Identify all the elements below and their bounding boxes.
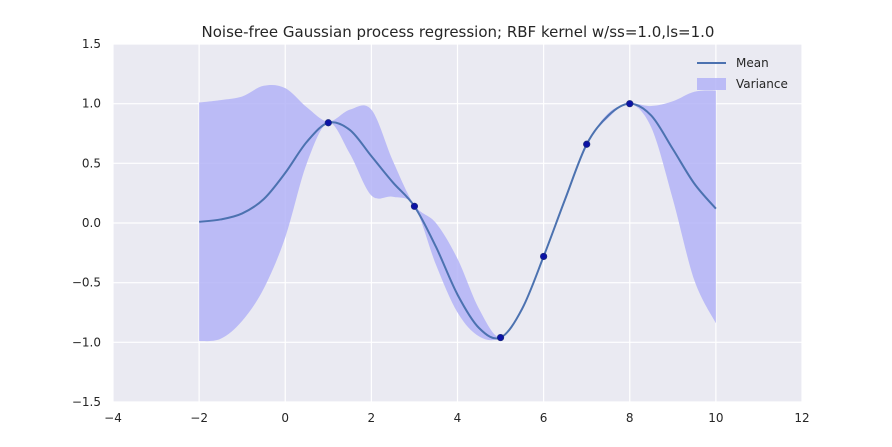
x-tick-label: 0 [281,411,289,425]
legend: Mean Variance [697,56,788,91]
x-tick-label: 8 [626,411,634,425]
y-tick-label: −1.0 [72,335,101,349]
x-tick-label: 10 [708,411,723,425]
x-tick-label: 4 [454,411,462,425]
observation-point [324,119,332,127]
x-tick-label: −4 [104,411,122,425]
observation-point [496,333,505,342]
observation-point [626,100,634,108]
x-axis-ticks: −4 −2 0 2 4 6 8 10 12 [104,411,809,425]
x-tick-label: 6 [540,411,548,425]
legend-label: Mean [736,56,769,70]
y-tick-label: −0.5 [72,276,101,290]
y-tick-label: 0.5 [82,156,101,170]
legend-variance-swatch [697,78,726,90]
observation-point [540,252,548,261]
observation-points-layer [324,100,634,342]
variance-band [199,84,716,342]
x-tick-label: 2 [368,411,376,425]
x-tick-label: 12 [794,411,809,425]
y-tick-label: 1.5 [82,37,101,51]
observation-point [410,202,419,210]
observation-point [583,140,591,148]
x-tick-label: −2 [190,411,208,425]
y-tick-label: 0.0 [82,216,101,230]
y-tick-label: −1.5 [72,395,101,409]
y-tick-label: 1.0 [82,97,101,111]
y-axis-ticks: −1.5 −1.0 −0.5 0.0 0.5 1.0 1.5 [72,37,101,409]
chart-title: Noise-free Gaussian process regression; … [202,23,715,41]
legend-label: Variance [736,77,788,91]
variance-band-layer [199,84,716,342]
